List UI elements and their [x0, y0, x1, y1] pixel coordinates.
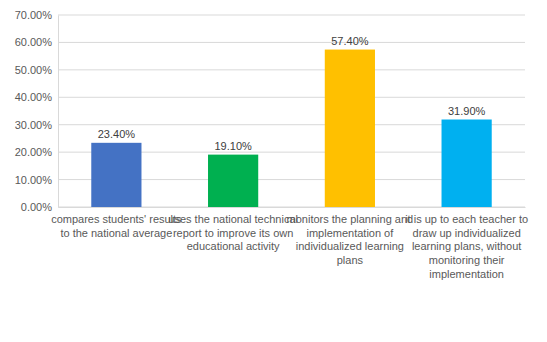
data-label: 19.10% — [214, 140, 252, 152]
x-tick-label: it is up to each teacher to draw up indiv… — [405, 213, 528, 280]
y-tick: 20.00% — [15, 146, 58, 158]
grid-line — [58, 42, 525, 43]
x-tick-label: compares students' results to the nationa… — [51, 213, 182, 239]
y-tick: 50.00% — [15, 64, 58, 76]
x-tick-label: monitors the planning and implementation … — [287, 213, 414, 266]
bar — [442, 120, 492, 207]
x-tick-label-line: implementation of — [306, 227, 394, 239]
x-tick-label-line: it is up to each teacher to — [405, 213, 528, 225]
y-tick-label: 60.00% — [15, 36, 53, 48]
y-tick-label: 50.00% — [15, 64, 53, 76]
y-tick-label: 0.00% — [21, 201, 52, 213]
x-axis-line — [59, 207, 526, 208]
x-tick-label-line: compares students' results — [51, 213, 182, 225]
x-axis: compares students' results to the nationa… — [51, 207, 528, 280]
x-tick-label-line: individualized learning — [296, 240, 404, 252]
data-label: 57.40% — [331, 35, 369, 47]
data-labels: 23.40% 19.10% 57.40% 31.90% — [98, 35, 486, 152]
x-tick-label-line: plans — [337, 254, 364, 266]
x-tick: uses the national technical report to imp… — [168, 207, 298, 252]
bars — [91, 50, 491, 207]
x-tick: compares students' results to the nationa… — [51, 207, 182, 239]
data-label: 23.40% — [98, 128, 136, 140]
x-tick-label-line: educational activity — [187, 240, 280, 252]
bar — [325, 50, 375, 207]
y-axis-line — [58, 16, 59, 208]
y-tick-label: 20.00% — [15, 146, 53, 158]
x-tick-label-line: to the national average — [60, 227, 172, 239]
x-tick: monitors the planning and implementation … — [287, 207, 414, 266]
x-tick-label-line: uses the national technical — [168, 213, 298, 225]
x-tick-label-line: implementation — [429, 268, 504, 280]
grid — [58, 15, 525, 207]
y-tick-label: 10.00% — [15, 174, 53, 186]
y-axis: 0.00% 10.00% 20.00% 30.00% 40.00% 50.00% 60.00… — [15, 9, 59, 213]
x-tick: it is up to each teacher to draw up indiv… — [405, 207, 528, 280]
y-tick-label: 30.00% — [15, 119, 53, 131]
x-tick-label-line: monitoring their — [429, 254, 505, 266]
grid-line — [58, 69, 525, 70]
y-tick: 60.00% — [15, 36, 58, 48]
x-tick-label-line: learning plans, without — [412, 240, 521, 252]
plot: 0.00% 10.00% 20.00% 30.00% 40.00% 50.00% 60.00… — [15, 9, 528, 280]
y-tick: 0.00% — [21, 201, 58, 213]
y-tick: 70.00% — [15, 9, 58, 21]
chart: 0.00% 10.00% 20.00% 30.00% 40.00% 50.00% 60.00… — [0, 0, 547, 342]
x-tick-label-line: draw up individualized — [413, 227, 521, 239]
grid-line — [58, 97, 525, 98]
x-tick-label: uses the national technical report to imp… — [168, 213, 298, 253]
y-tick: 30.00% — [15, 119, 58, 131]
y-tick: 40.00% — [15, 91, 58, 103]
grid-line — [58, 15, 525, 16]
y-tick-label: 70.00% — [15, 9, 53, 21]
bar — [91, 143, 141, 207]
y-tick: 10.00% — [15, 174, 58, 186]
y-tick-label: 40.00% — [15, 91, 53, 103]
data-label: 31.90% — [448, 105, 486, 117]
x-tick-label-line: monitors the planning and — [287, 213, 414, 225]
bar — [208, 155, 258, 207]
x-tick-label-line: report to improve its own — [173, 227, 293, 239]
